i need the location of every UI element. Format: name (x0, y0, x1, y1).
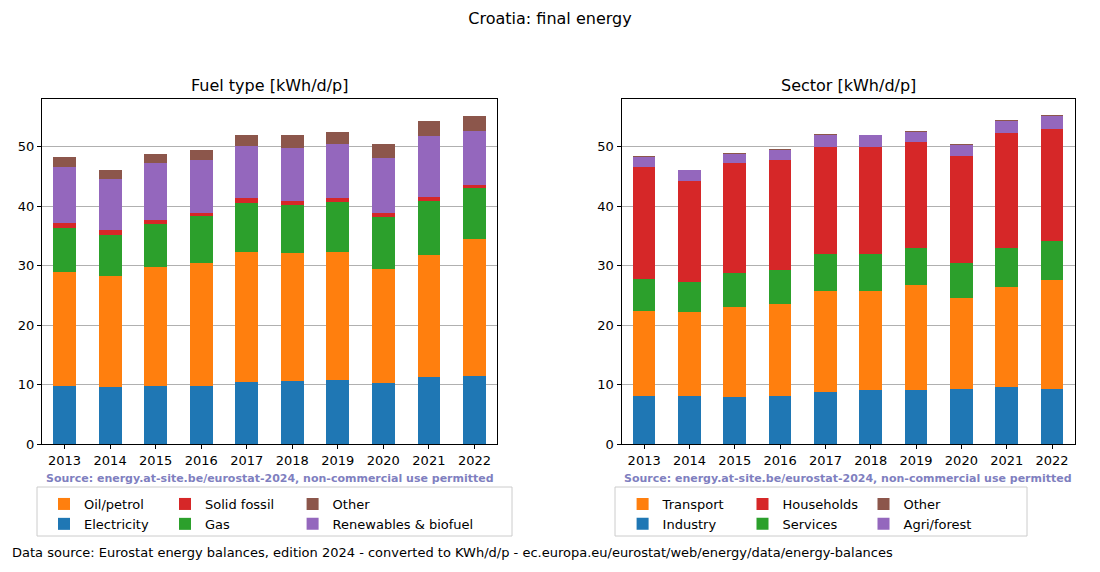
svg-text:2019: 2019 (900, 453, 933, 468)
svg-text:50: 50 (18, 139, 35, 154)
svg-text:30: 30 (18, 258, 35, 273)
svg-text:2016: 2016 (185, 453, 218, 468)
svg-text:Transport: Transport (662, 497, 724, 512)
svg-text:50: 50 (597, 139, 614, 154)
svg-text:20: 20 (18, 318, 35, 333)
svg-text:Services: Services (783, 517, 838, 532)
svg-text:Agri/forest: Agri/forest (904, 517, 972, 532)
svg-text:2014: 2014 (94, 453, 127, 468)
svg-text:2013: 2013 (48, 453, 81, 468)
svg-text:2018: 2018 (276, 453, 309, 468)
svg-text:2016: 2016 (764, 453, 797, 468)
svg-text:Fuel type [kWh/d/p]: Fuel type [kWh/d/p] (191, 76, 348, 95)
svg-text:40: 40 (597, 199, 614, 214)
svg-text:30: 30 (597, 258, 614, 273)
svg-text:10: 10 (597, 377, 614, 392)
svg-text:Other: Other (333, 497, 371, 512)
svg-text:2020: 2020 (945, 453, 978, 468)
svg-text:2019: 2019 (321, 453, 354, 468)
svg-text:Oil/petrol: Oil/petrol (84, 497, 144, 512)
svg-text:0: 0 (26, 437, 34, 452)
svg-text:2017: 2017 (809, 453, 842, 468)
svg-text:2015: 2015 (718, 453, 751, 468)
svg-text:2015: 2015 (139, 453, 172, 468)
svg-text:2022: 2022 (458, 453, 491, 468)
svg-text:Solid fossil: Solid fossil (205, 497, 274, 512)
svg-text:2022: 2022 (1035, 453, 1068, 468)
svg-text:Data source: Eurostat energy b: Data source: Eurostat energy balances, e… (12, 545, 893, 560)
svg-text:Households: Households (783, 497, 859, 512)
svg-text:Electricity: Electricity (84, 517, 149, 532)
svg-text:2018: 2018 (854, 453, 887, 468)
svg-text:Croatia: final energy: Croatia: final energy (468, 9, 631, 28)
svg-text:2020: 2020 (367, 453, 400, 468)
svg-text:0: 0 (606, 437, 614, 452)
svg-text:Sector [kWh/d/p]: Sector [kWh/d/p] (781, 76, 916, 95)
svg-text:2013: 2013 (628, 453, 661, 468)
svg-text:2014: 2014 (673, 453, 706, 468)
svg-text:Industry: Industry (663, 517, 717, 532)
svg-text:2021: 2021 (990, 453, 1023, 468)
svg-text:10: 10 (18, 377, 35, 392)
svg-text:Renewables & biofuel: Renewables & biofuel (333, 517, 474, 532)
svg-text:20: 20 (597, 318, 614, 333)
svg-text:Gas: Gas (205, 517, 230, 532)
svg-text:2017: 2017 (230, 453, 263, 468)
svg-text:Other: Other (904, 497, 942, 512)
svg-text:Source: energy.at-site.be/euro: Source: energy.at-site.be/eurostat-2024,… (624, 472, 1072, 485)
svg-text:40: 40 (18, 199, 35, 214)
svg-text:2021: 2021 (412, 453, 445, 468)
svg-text:Source: energy.at-site.be/euro: Source: energy.at-site.be/eurostat-2024,… (46, 472, 494, 485)
